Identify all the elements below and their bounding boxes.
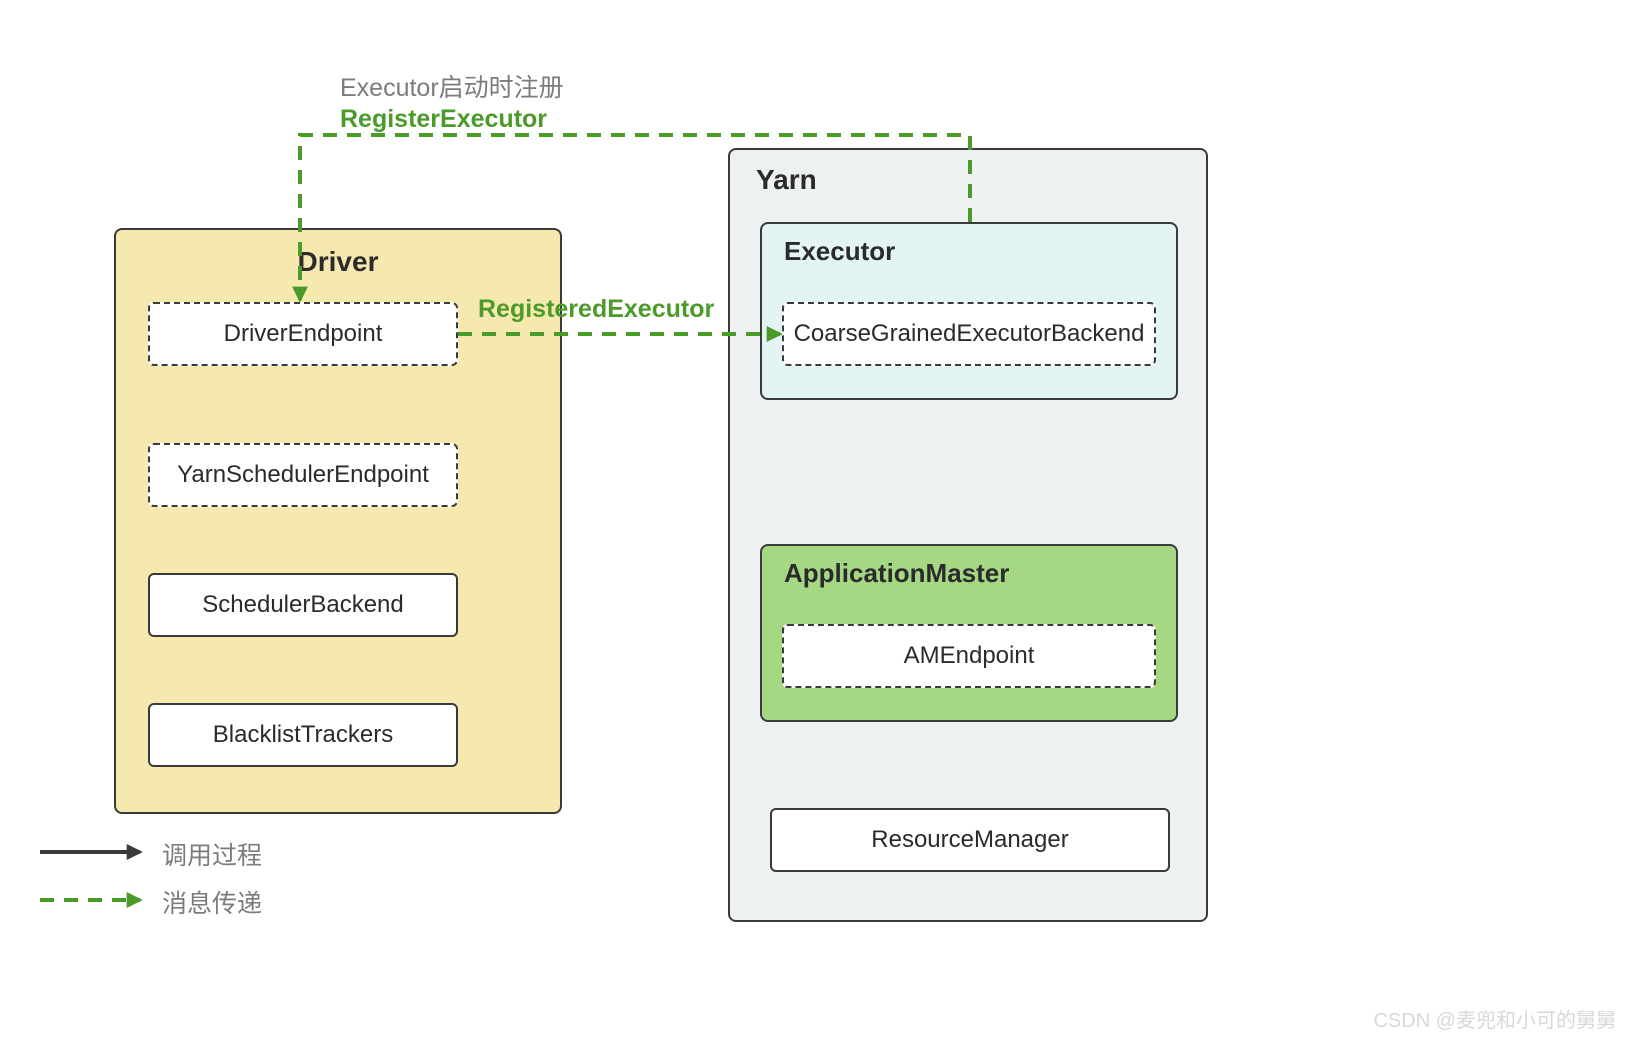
annotation-registered-executor: RegisteredExecutor xyxy=(478,295,714,324)
appmaster-title: ApplicationMaster xyxy=(784,558,1009,589)
executor-title: Executor xyxy=(784,236,895,267)
yarn-title: Yarn xyxy=(756,164,817,196)
watermark: CSDN @麦兜和小可的舅舅 xyxy=(1373,1004,1616,1033)
driver-title: Driver xyxy=(298,246,379,278)
yarn-scheduler-endpoint: YarnSchedulerEndpoint xyxy=(148,443,458,507)
driver-endpoint-label: DriverEndpoint xyxy=(224,320,383,348)
legend-message-label: 消息传递 xyxy=(162,884,262,920)
resource-manager: ResourceManager xyxy=(770,808,1170,872)
legend-call-label: 调用过程 xyxy=(162,836,262,872)
resource-manager-label: ResourceManager xyxy=(871,826,1068,854)
am-endpoint: AMEndpoint xyxy=(782,624,1156,688)
annotation-executor-register: Executor启动时注册 xyxy=(340,68,564,104)
blacklist-trackers: BlacklistTrackers xyxy=(148,703,458,767)
scheduler-backend-label: SchedulerBackend xyxy=(202,591,403,619)
annotation-register-executor: RegisterExecutor xyxy=(340,105,547,134)
blacklist-trackers-label: BlacklistTrackers xyxy=(213,721,393,749)
driver-endpoint: DriverEndpoint xyxy=(148,302,458,366)
scheduler-backend: SchedulerBackend xyxy=(148,573,458,637)
yarn-scheduler-endpoint-label: YarnSchedulerEndpoint xyxy=(177,461,429,489)
coarse-grained-executor-backend: CoarseGrainedExecutorBackend xyxy=(782,302,1156,366)
am-endpoint-label: AMEndpoint xyxy=(904,642,1035,670)
coarse-grained-executor-backend-label: CoarseGrainedExecutorBackend xyxy=(794,320,1145,348)
